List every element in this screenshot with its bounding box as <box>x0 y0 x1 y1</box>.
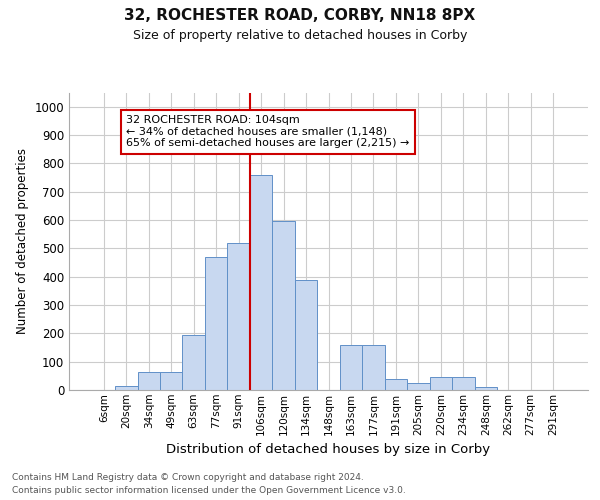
Bar <box>407 383 430 390</box>
Text: 32 ROCHESTER ROAD: 104sqm
← 34% of detached houses are smaller (1,148)
65% of se: 32 ROCHESTER ROAD: 104sqm ← 34% of detac… <box>126 115 410 148</box>
Bar <box>272 222 295 390</box>
Bar <box>137 372 160 390</box>
X-axis label: Distribution of detached houses by size in Corby: Distribution of detached houses by size … <box>166 443 491 456</box>
Bar <box>182 335 205 390</box>
Bar <box>160 372 182 390</box>
Bar <box>227 242 250 390</box>
Bar <box>475 387 497 390</box>
Bar <box>250 174 272 390</box>
Text: Size of property relative to detached houses in Corby: Size of property relative to detached ho… <box>133 29 467 42</box>
Bar <box>385 378 407 390</box>
Text: 32, ROCHESTER ROAD, CORBY, NN18 8PX: 32, ROCHESTER ROAD, CORBY, NN18 8PX <box>124 8 476 22</box>
Text: Contains HM Land Registry data © Crown copyright and database right 2024.: Contains HM Land Registry data © Crown c… <box>12 472 364 482</box>
Bar <box>205 257 227 390</box>
Bar <box>452 377 475 390</box>
Bar <box>430 377 452 390</box>
Bar <box>295 280 317 390</box>
Bar <box>340 344 362 390</box>
Bar <box>115 386 137 390</box>
Text: Contains public sector information licensed under the Open Government Licence v3: Contains public sector information licen… <box>12 486 406 495</box>
Y-axis label: Number of detached properties: Number of detached properties <box>16 148 29 334</box>
Bar <box>362 344 385 390</box>
